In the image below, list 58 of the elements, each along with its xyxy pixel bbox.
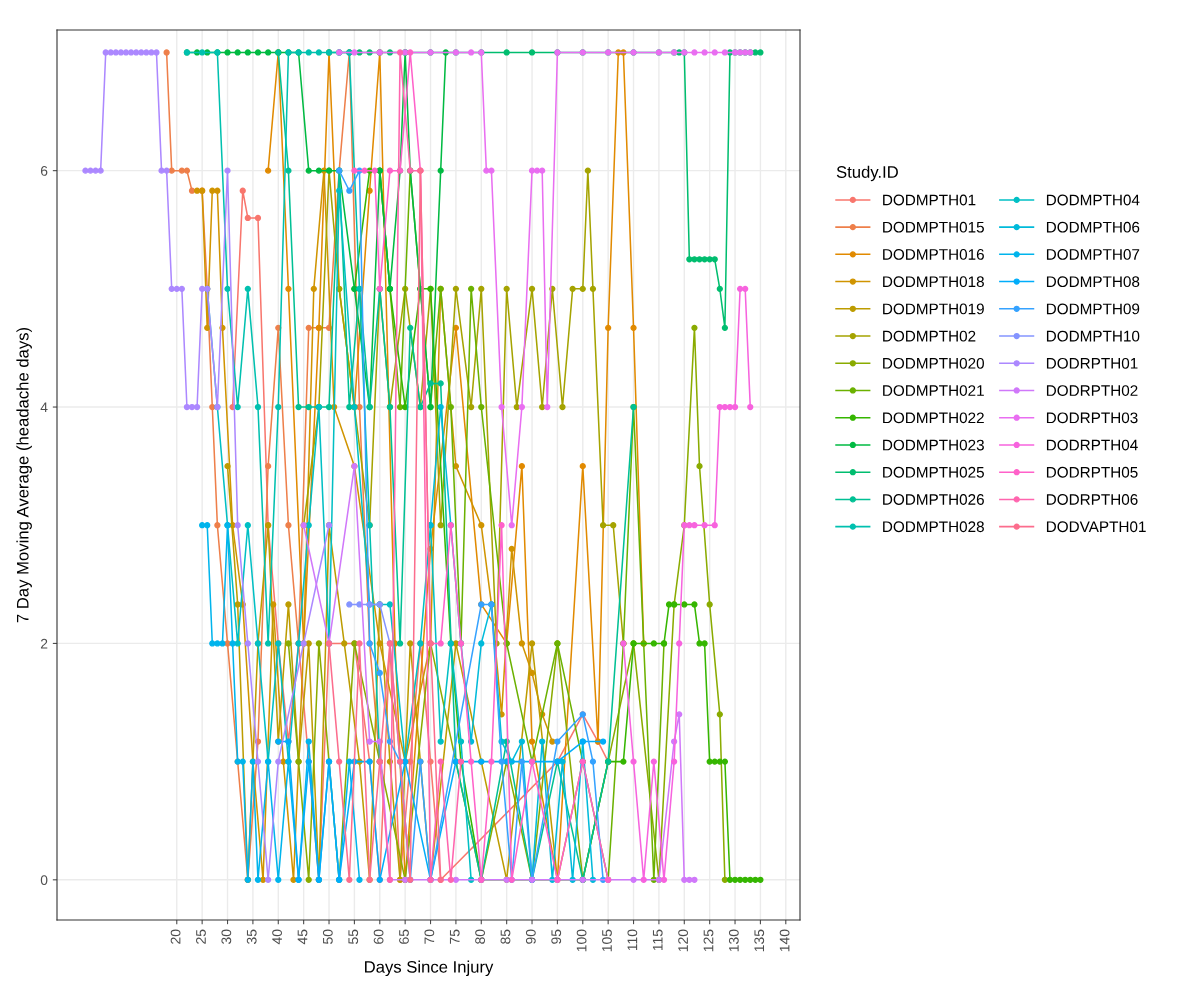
legend-label: DODMPTH07 bbox=[1046, 249, 1140, 260]
legend-label: DODMPTH08 bbox=[1046, 276, 1140, 288]
legend-label: DODVAPTH01 bbox=[1046, 521, 1146, 533]
y-axis-title: 7 Day Moving Average (headache days) bbox=[16, 327, 32, 623]
x-tick-label: 80 bbox=[475, 929, 486, 944]
legend-label: DODMPTH06 bbox=[1046, 221, 1140, 233]
y-tick-label: 2 bbox=[40, 638, 48, 649]
legend-label: DODRPTH04 bbox=[1046, 439, 1138, 451]
legend-label: DODMPTH022 bbox=[883, 412, 984, 424]
x-tick-label: 55 bbox=[348, 929, 359, 944]
legend-label: DODMPTH04 bbox=[1046, 194, 1140, 206]
x-tick-label: 140 bbox=[779, 929, 790, 952]
x-tick-label: 50 bbox=[322, 929, 333, 944]
legend-label: DODMPTH028 bbox=[883, 521, 984, 533]
x-tick-label: 85 bbox=[500, 929, 511, 944]
y-tick-label: 0 bbox=[40, 875, 48, 885]
x-tick-label: 35 bbox=[246, 929, 257, 944]
legend-label: DODMPTH016 bbox=[883, 249, 984, 260]
legend-label: DODMPTH01 bbox=[883, 194, 976, 206]
x-tick-label: 45 bbox=[297, 929, 308, 945]
x-tick-label: 40 bbox=[272, 929, 282, 945]
legend-label: DODMPTH10 bbox=[1046, 330, 1140, 342]
legend-label: DODRPTH01 bbox=[1046, 357, 1138, 369]
legend-label: DODMPTH021 bbox=[883, 385, 984, 396]
legend-label: DODMPTH025 bbox=[883, 466, 984, 478]
legend-label: DODMPTH015 bbox=[883, 221, 984, 233]
x-tick-label: 75 bbox=[449, 929, 460, 944]
legend-label: DODMPTH018 bbox=[883, 276, 984, 288]
x-tick-label: 30 bbox=[221, 929, 232, 944]
x-tick-label: 70 bbox=[424, 929, 435, 944]
x-tick-label: 65 bbox=[399, 929, 409, 944]
legend-label: DODMPTH026 bbox=[883, 494, 984, 505]
x-tick-label: 110 bbox=[627, 929, 638, 951]
legend-label: DODMPTH019 bbox=[883, 303, 984, 315]
legend-label: DODRPTH06 bbox=[1046, 494, 1138, 505]
legend-label: DODMPTH09 bbox=[1046, 303, 1140, 315]
x-axis-title: Days Since Injury bbox=[365, 960, 494, 977]
y-tick-label: 4 bbox=[40, 402, 48, 413]
x-tick-label: 100 bbox=[576, 929, 587, 952]
x-tick-label: 130 bbox=[728, 929, 739, 952]
x-tick-label: 120 bbox=[678, 929, 689, 952]
legend-label: DODMPTH02 bbox=[883, 330, 976, 342]
x-tick-label: 115 bbox=[652, 929, 663, 951]
legend-title: Study.ID bbox=[836, 165, 898, 182]
legend-label: DODRPTH05 bbox=[1046, 466, 1138, 478]
x-tick-label: 20 bbox=[170, 929, 181, 944]
x-tick-label: 25 bbox=[196, 929, 206, 944]
x-tick-label: 105 bbox=[602, 929, 612, 952]
x-tick-label: 60 bbox=[373, 929, 384, 944]
legend-label: DODMPTH020 bbox=[883, 357, 984, 369]
y-tick-label: 6 bbox=[40, 165, 48, 176]
x-tick-label: 125 bbox=[703, 929, 714, 952]
legend-label: DODMPTH023 bbox=[883, 439, 984, 451]
x-tick-label: 95 bbox=[551, 929, 562, 944]
x-tick-label: 135 bbox=[754, 929, 765, 952]
legend-label: DODRPTH03 bbox=[1046, 412, 1138, 424]
x-tick-label: 90 bbox=[525, 929, 536, 944]
legend-label: DODRPTH02 bbox=[1046, 385, 1138, 396]
